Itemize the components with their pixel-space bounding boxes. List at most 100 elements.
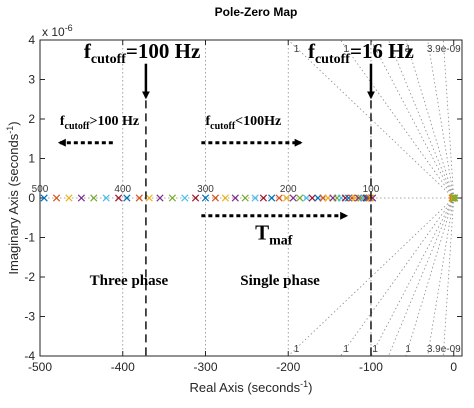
pole-marker-21 [268,194,276,202]
x-tick-label-0: -500 [28,360,52,374]
grid-freq-label-5: 1 [294,44,300,55]
pole-stroke-b [341,194,349,202]
region-label-2: Tmaf [255,220,293,248]
pole-stroke-b [259,194,268,202]
pole-marker-11 [168,194,177,202]
pole-marker-23 [282,194,291,202]
pole-marker-22 [275,194,283,202]
pole-marker-7 [123,194,131,202]
pole-stroke-b [65,194,73,202]
pole-stroke-b [296,194,304,202]
pole-stroke-b [231,194,239,202]
pole-stroke-b [369,194,377,202]
pole-marker-18 [241,194,249,202]
pole-marker-25 [296,194,304,202]
y-tick-label-8: 4 [28,33,35,47]
pole-stroke-b [114,194,123,202]
pole-stroke-b [77,194,85,202]
grid-freq-label-6: 1 [343,44,349,55]
damping-ray-down-6 [387,197,455,356]
pole-stroke-b [181,194,189,202]
pole-stroke-b [251,194,259,202]
pole-marker-19 [251,194,259,202]
pole-marker-14 [201,194,210,202]
region-label-0: fcutoff>100 Hz [60,114,139,132]
pole-marker-20 [259,194,268,202]
pole-marker-9 [145,194,153,202]
text-layer: -500 -400 -300 -200 -100 0 -4 -3 -2 -1 0 1 2 3 4 Pole-Z… [5,5,461,395]
axes-layer [39,39,463,357]
pole-stroke-b [302,194,311,202]
pole-marker-3 [77,194,85,202]
pole-stroke-b [145,194,153,202]
damping-ray-up-1 [340,40,455,199]
x-tick-label-3: -200 [276,360,300,374]
pole-stroke-b [90,194,98,202]
pole-stroke-b [275,194,283,202]
annotation-layer [57,63,375,356]
phase-label-0: Three phase [90,273,169,289]
y-tick-label-6: 2 [28,112,35,126]
pole-marker-2 [65,194,73,202]
grid-freq-label-0: 500 [32,184,49,195]
x-tick-label-2: -300 [193,360,217,374]
grid-layer [40,40,462,356]
pole-stroke-b [52,194,61,202]
pole-marker-24 [289,194,297,202]
region-label-1: fcutoff<100Hz [205,114,281,132]
pole-stroke-b [201,194,210,202]
pole-stroke-b [123,194,131,202]
grid-freq-label-11: 1 [343,344,349,355]
pole-marker-13 [191,194,200,202]
pole-stroke-b [191,194,200,202]
origin-pole-3 [450,194,459,202]
pole-stroke-b [289,194,297,202]
pole-stroke-b [268,194,276,202]
pole-stroke-b [156,194,164,202]
pole-marker-6 [114,194,123,202]
damping-ray-up-6 [387,40,455,199]
pole-stroke-b [168,194,177,202]
pole-stroke-b [241,194,249,202]
x-tick-label-5: 0 [450,360,457,374]
grid-freq-label-7: 1 [372,44,378,55]
y-axis-label: Imaginary Axis (seconds-1) [5,121,21,274]
y-tick-label-5: 1 [28,152,35,166]
pole-marker-5 [102,194,110,202]
pole-marker-10 [156,194,164,202]
pole-marker-27 [308,194,316,202]
cutoff-label-0: fcutoff=100 Hz [84,39,200,67]
y-tick-label-3: -1 [24,231,35,245]
grid-freq-label-12: 1 [372,344,378,355]
pole-marker-12 [181,194,189,202]
pole-marker-35 [345,194,353,202]
damping-ray-down-1 [340,197,455,356]
pole-stroke-b [348,194,356,202]
pole-marker-4 [90,194,98,202]
pole-marker-1 [52,194,61,202]
grid-freq-label-13: 1 [405,344,411,355]
pole-stroke-b [221,194,229,202]
pole-stroke-b [40,194,48,202]
pole-stroke-b [345,194,353,202]
grid-freq-label-2: 300 [197,184,214,195]
grid-freq-label-1: 400 [114,184,131,195]
y-tick-label-4: 0 [28,191,35,205]
pole-ring [451,194,458,202]
chart-title: Pole-Zero Map [215,5,298,19]
pole-marker-17 [231,194,239,202]
grid-freq-label-8: 1 [405,44,411,55]
pole-stroke-b [211,194,220,202]
pole-stroke-b [351,194,359,202]
grid-freq-label-14: 3.9e-09 [427,344,461,355]
grid-freq-label-9: 3.9e-09 [427,44,461,55]
y-tick-label-7: 3 [28,73,35,87]
marks-layer [40,194,459,202]
pole-marker-26 [302,194,311,202]
pole-marker-16 [221,194,229,202]
pole-stroke-b [308,194,316,202]
x-tick-label-4: -100 [359,360,383,374]
grid-freq-label-4: 100 [363,184,380,195]
